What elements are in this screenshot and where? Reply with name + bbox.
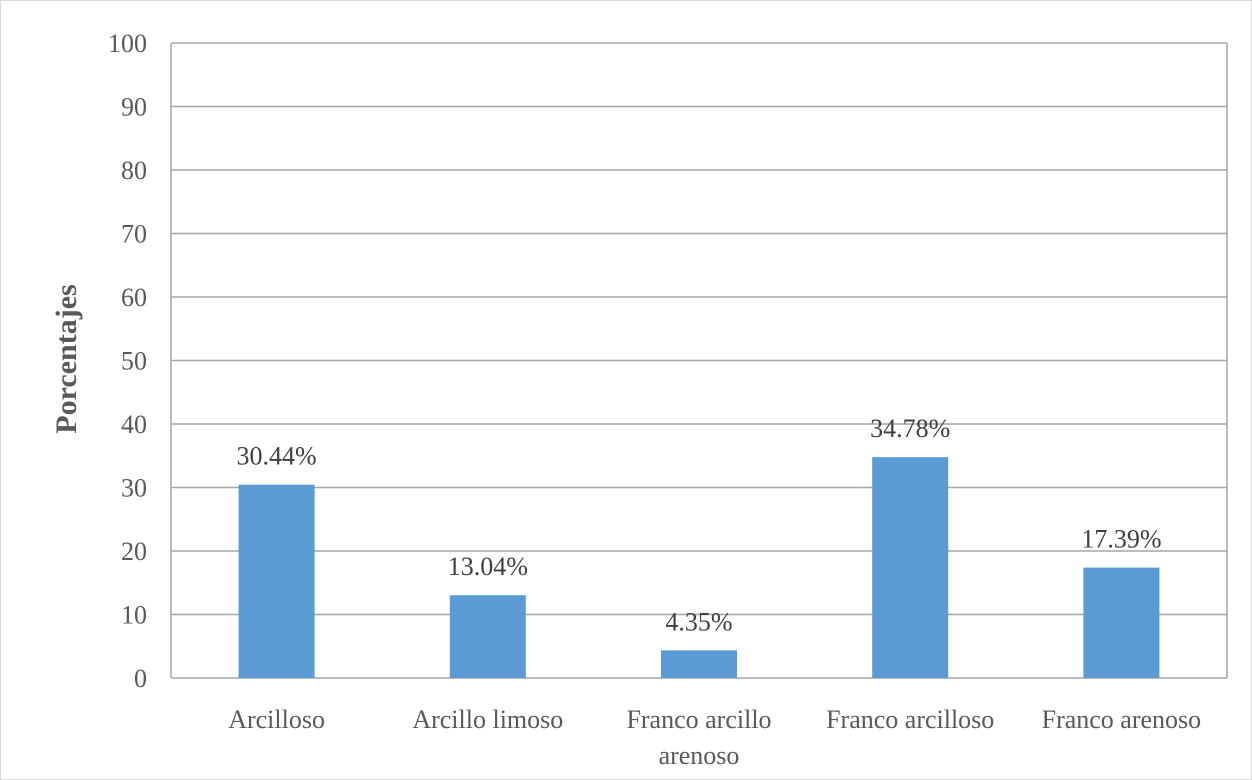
- x-category-label: Franco arenoso: [1042, 705, 1202, 734]
- data-label: 13.04%: [448, 552, 528, 581]
- y-tick-label: 70: [121, 220, 147, 249]
- x-category-label: Arcilloso: [228, 705, 325, 734]
- x-category-label: Franco arcilloso: [826, 705, 994, 734]
- bars: [238, 457, 1160, 678]
- y-tick-label: 30: [121, 474, 147, 503]
- gridlines: [170, 42, 1228, 679]
- y-tick-label: 10: [121, 601, 147, 630]
- bar: [449, 595, 526, 678]
- x-axis-categories: Arcilloso Arcillo limoso Franco arcillo are…: [228, 705, 1201, 770]
- bar: [238, 484, 315, 678]
- bar: [872, 457, 949, 678]
- y-tick-label: 50: [121, 347, 147, 376]
- data-labels: 30.44% 13.04% 4.35% 34.78% 17.39%: [237, 414, 1162, 636]
- y-tick-label: 60: [121, 283, 147, 312]
- y-tick-label: 80: [121, 156, 147, 185]
- x-category-label: Franco arcillo arenoso: [626, 705, 771, 770]
- x-category-label: Arcillo limoso: [412, 705, 563, 734]
- y-tick-label: 0: [134, 664, 147, 693]
- y-tick-label: 40: [121, 410, 147, 439]
- y-tick-label: 90: [121, 93, 147, 122]
- data-label: 34.78%: [870, 414, 950, 443]
- y-axis-title: Porcentajes: [50, 284, 83, 433]
- data-label: 4.35%: [665, 607, 732, 636]
- data-label: 17.39%: [1081, 525, 1161, 554]
- y-tick-label: 20: [121, 537, 147, 566]
- bar: [1083, 567, 1160, 678]
- y-axis-ticks: 0 10 20 30 40 50 60 70 80 90 100: [108, 29, 147, 693]
- y-tick-label: 100: [108, 29, 147, 58]
- data-label: 30.44%: [237, 442, 317, 471]
- bar: [661, 650, 737, 678]
